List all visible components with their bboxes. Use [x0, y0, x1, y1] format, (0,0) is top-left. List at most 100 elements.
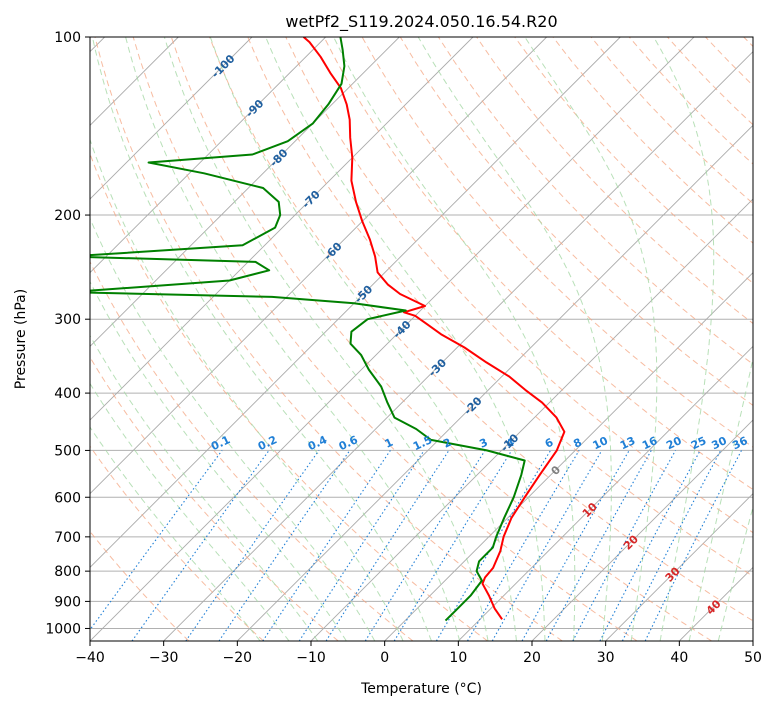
moist-adiabat-line	[90, 426, 261, 641]
y-tick-label: 900	[54, 594, 81, 610]
isotherm-line	[531, 419, 753, 641]
temperature-line-label: 30	[663, 564, 683, 584]
mixing-ratio-label: 6	[543, 436, 556, 451]
isotherm-line	[163, 51, 753, 641]
dry-adiabat-line	[476, 37, 753, 325]
moist-adiabat-line	[90, 334, 319, 641]
x-axis-label: Temperature (°C)	[360, 681, 482, 697]
isotherm-line	[90, 37, 253, 200]
dry-adiabat-line	[132, 37, 638, 641]
isotherm-line	[90, 37, 621, 568]
y-axis-label: Pressure (hPa)	[13, 289, 29, 389]
y-tick-label: 300	[54, 312, 81, 328]
mixing-ratio-line	[325, 450, 450, 641]
mixing-ratio-line	[621, 450, 722, 641]
dry-adiabat-line	[743, 37, 753, 48]
y-tick-label: 400	[54, 386, 81, 402]
moist-adiabat-line	[125, 37, 461, 641]
x-tick-label: 30	[597, 650, 615, 666]
dry-adiabat-line	[705, 37, 753, 87]
mixing-ratio-line	[521, 450, 630, 641]
isotherm-line	[90, 37, 474, 421]
mixing-ratio-line	[131, 450, 270, 641]
x-tick-label: −20	[223, 650, 253, 666]
isotherm-line	[237, 124, 753, 641]
mixing-ratio-label: 25	[689, 434, 708, 452]
dry-adiabat-line	[285, 37, 753, 534]
moist-adiabat-line	[90, 382, 290, 641]
isotherm-line	[384, 272, 753, 641]
moist-adiabat-line	[524, 37, 658, 641]
x-tick-label: 20	[523, 650, 541, 666]
data-lines	[90, 37, 566, 622]
moist-adiabat-line	[163, 37, 489, 641]
x-tick-label: 10	[449, 650, 467, 666]
y-tick-label: 500	[54, 443, 81, 459]
y-tick-label: 1000	[45, 621, 81, 637]
moist-adiabat-line	[333, 37, 576, 641]
mixing-ratio-line	[364, 450, 486, 641]
isotherm-line	[458, 345, 753, 641]
temperature-line-label: 10	[580, 500, 600, 520]
dry-adiabat-line	[209, 37, 753, 622]
isotherm-line	[679, 566, 753, 641]
dry-adiabat-line	[90, 260, 414, 641]
moist-adiabat-line	[90, 280, 347, 641]
moist-adiabat-line	[688, 355, 753, 641]
temperature-line-label: 40	[704, 597, 724, 617]
temperature-line-label: -80	[267, 146, 290, 169]
dry-adiabat-line	[590, 37, 753, 205]
temperature-line-label: -40	[390, 318, 413, 341]
mixing-ratio-label: 30	[710, 434, 730, 452]
temperature-line-label: 0	[549, 463, 564, 478]
dry-adiabat-line	[90, 356, 339, 641]
dewpoint-profile-line	[90, 37, 526, 622]
moist-adiabat-line	[417, 37, 612, 641]
mixing-ratio-label: 16	[640, 434, 660, 452]
mixing-ratio-line	[90, 450, 223, 631]
moist-adiabat-line	[653, 37, 715, 641]
axis-ticks: −40 −30 −20 −10 0 10 20 30 40 5010020030040050060…	[45, 30, 762, 666]
dry-adiabat-line	[90, 152, 488, 641]
temperature-line-label: -10	[498, 431, 521, 454]
isotherm-line	[752, 640, 753, 641]
dry-adiabat-line	[170, 37, 712, 641]
y-tick-label: 600	[54, 490, 81, 506]
temperature-line-label: -20	[461, 394, 484, 417]
mixing-ratio-line	[644, 450, 742, 641]
x-tick-label: −40	[75, 650, 105, 666]
dry-adiabat-line	[90, 445, 264, 641]
line-labels: 0.1 0.2 0.4 0.6 1 1.5 2 3 4 6 8 10 13 16 20 25 30 36-100-…	[209, 52, 750, 617]
background-lines	[90, 37, 753, 641]
x-tick-label: 0	[380, 650, 389, 666]
moist-adiabat-line	[209, 37, 517, 641]
mixing-ratio-line	[572, 450, 676, 641]
x-tick-label: 40	[670, 650, 688, 666]
mixing-ratio-label: 10	[591, 434, 611, 452]
moist-adiabat-line	[265, 37, 546, 641]
y-tick-label: 800	[54, 564, 81, 580]
dry-adiabat-line	[94, 37, 563, 641]
isotherm-line	[605, 493, 753, 641]
plot-frame	[89, 36, 754, 642]
y-tick-label: 100	[54, 30, 81, 46]
isotherm-line	[90, 37, 695, 641]
temperature-line-label: -30	[426, 356, 449, 379]
x-tick-label: −30	[149, 650, 179, 666]
mixing-ratio-line	[185, 450, 320, 641]
mixing-ratio-label: 13	[618, 434, 637, 452]
dry-adiabat-line	[323, 37, 753, 491]
dry-adiabat-line	[247, 37, 753, 577]
isotherm-line	[90, 37, 326, 274]
mixing-ratio-line	[393, 450, 513, 641]
temperature-line-label: -70	[300, 188, 323, 211]
temperature-line-label: -50	[352, 282, 375, 305]
dry-adiabat-line	[667, 37, 753, 126]
x-tick-label: −10	[296, 650, 326, 666]
moist-adiabat-line	[90, 138, 404, 641]
isotherm-line	[90, 37, 547, 495]
temperature-profile-line	[302, 37, 566, 620]
x-tick-label: 50	[744, 650, 762, 666]
